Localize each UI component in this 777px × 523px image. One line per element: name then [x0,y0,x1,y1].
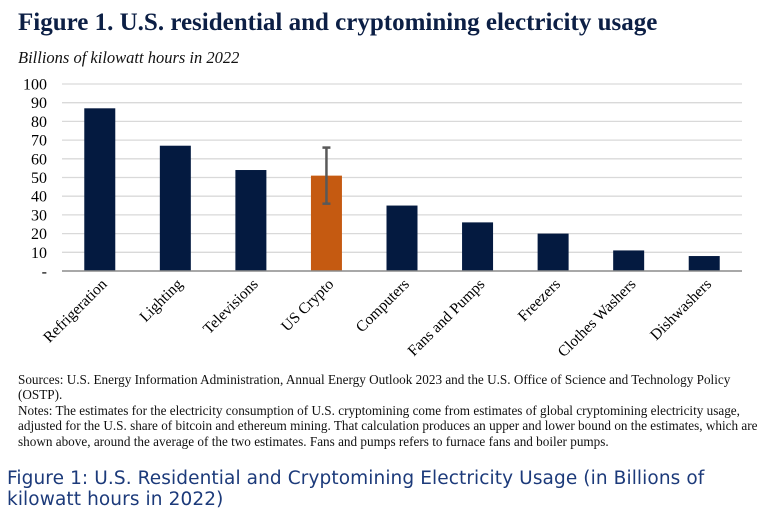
bar-freezers [537,233,569,271]
x-tick-label: Televisions [200,276,262,338]
bar-clothes-washers [613,250,645,271]
error-bars [322,146,331,205]
y-tick-label: 70 [31,133,47,150]
x-axis: Refrigeration Lighting Televisions US Crypt… [40,270,742,361]
figure-caption: Figure 1: U.S. Residential and Cryptomin… [7,468,705,510]
y-tick-label: 30 [31,207,47,224]
y-tick-label: 50 [31,170,47,187]
sources-text: Sources: U.S. Energy Information Adminis… [18,372,731,403]
x-tick-label: US Crypto [278,276,337,335]
y-tick-label: 20 [31,226,47,243]
x-tick-label: Computers [353,276,413,336]
bars [84,108,720,271]
bar-refrigeration [84,108,116,271]
bar-lighting [159,145,191,271]
y-tick-label: 40 [31,189,47,206]
y-tick-label: 90 [31,95,47,112]
chart-title: Figure 1. U.S. residential and cryptomin… [18,9,658,36]
bar-computers [386,205,418,271]
bar-dishwashers [688,256,720,271]
bar-televisions [235,170,267,271]
x-tick-label: Refrigeration [40,276,111,347]
y-tick-label: - [42,264,47,281]
y-tick-label: 80 [31,114,47,131]
x-tick-label: Fans and Pumps [405,276,489,360]
chart-subtitle: Billions of kilowatt hours in 2022 [18,48,240,67]
x-tick-label: Lighting [136,276,186,326]
x-tick-label: Dishwashers [647,276,715,344]
notes-block: Sources: U.S. Energy Information Adminis… [18,372,770,449]
y-tick-label: 100 [23,77,47,94]
x-tick-label: Freezers [515,276,564,325]
x-tick-label: Clothes Washers [555,276,640,361]
bar-fans-and-pumps [462,222,494,271]
y-tick-label: 10 [31,245,47,262]
y-tick-label: 60 [31,151,47,168]
notes-text: Notes: The estimates for the electricity… [18,402,758,449]
